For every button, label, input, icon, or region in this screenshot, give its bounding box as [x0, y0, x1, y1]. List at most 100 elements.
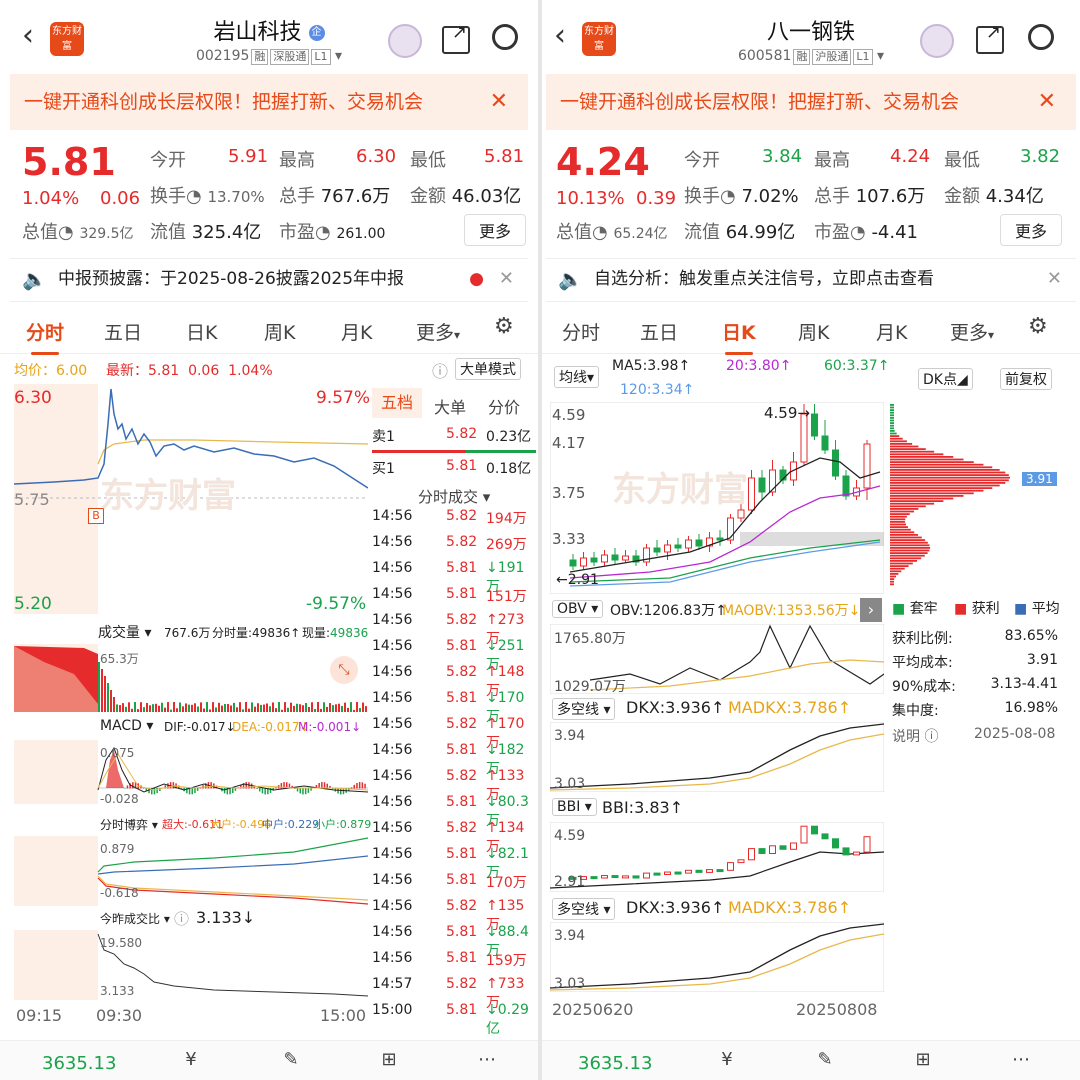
ratio-low: 3.133 [100, 984, 135, 998]
stat-value: 83.65% [1004, 628, 1058, 644]
apps-grid-icon[interactable]: ⊞ [915, 1049, 931, 1070]
search-icon[interactable] [1028, 24, 1054, 50]
ratio-title[interactable]: 今昨成交比 ▾ [100, 912, 170, 926]
tab-weekly-k[interactable]: 周K [798, 322, 830, 344]
avatar[interactable] [388, 24, 422, 58]
chip-bar [890, 474, 1009, 476]
trade-yen-icon[interactable]: ¥ [185, 1049, 197, 1070]
volume: 总手 767.6万 [279, 186, 391, 207]
tab-daily-k[interactable]: 日K [722, 318, 756, 355]
tab-price-dist[interactable]: 分价 [488, 398, 521, 417]
macd-bar [288, 783, 291, 789]
edit-icon[interactable]: ✎ [283, 1049, 299, 1070]
kline-chart[interactable] [550, 402, 884, 594]
volume-title[interactable]: 成交量 ▾ [98, 625, 152, 641]
bbi-candle [601, 875, 608, 879]
intraday-chart[interactable] [14, 384, 368, 614]
high-label: 最高 [279, 150, 315, 171]
more-dots-icon[interactable]: ⋯ [478, 1049, 496, 1070]
trades-title[interactable]: 分时成交 ▾ [418, 488, 491, 506]
notice-bar[interactable]: 🔈 中报预披露：于2025-08-26披露2025年中报 ● ✕ [10, 258, 528, 302]
adjust-button[interactable]: 前复权 [1000, 368, 1052, 390]
tab-more[interactable]: 更多▾ [950, 322, 995, 344]
watermark: 东方财富 [100, 476, 236, 516]
macd-bar [256, 788, 258, 789]
dkx2-selector[interactable]: 多空线 ▾ [552, 898, 616, 920]
macd-bar [164, 785, 166, 789]
settings-gear-icon[interactable]: ⚙ [1028, 314, 1048, 339]
more-button[interactable]: 更多 [464, 214, 527, 246]
float-cap: 流值 325.4亿 [150, 222, 262, 243]
tab-monthly-k[interactable]: 月K [876, 322, 908, 344]
candle [706, 537, 713, 547]
help-icon[interactable]: ⓘ [174, 910, 190, 928]
apps-grid-icon[interactable]: ⊞ [381, 1049, 397, 1070]
amount: 金额 46.03亿 [410, 186, 522, 207]
big-order-mode-button[interactable]: 大单模式 [455, 358, 521, 380]
bbi-candle [800, 825, 808, 844]
help-icon[interactable]: ⓘ [432, 362, 449, 381]
expand-chevron-icon[interactable]: › [860, 598, 882, 622]
index-value[interactable]: 3635.13 [578, 1053, 653, 1074]
tab-weekly-k[interactable]: 周K [264, 322, 296, 344]
tab-daily-k[interactable]: 日K [186, 322, 218, 344]
dk-point-button[interactable]: DK点◢ [918, 368, 973, 390]
promo-banner[interactable]: 一键开通科创成长层权限！把握打新、交易机会 ✕ [10, 74, 528, 130]
chip-bar [890, 492, 974, 495]
promo-banner[interactable]: 一键开通科创成长层权限！把握打新、交易机会 ✕ [546, 74, 1076, 130]
ma-selector[interactable]: 均线▾ [554, 366, 600, 388]
volume-bar [263, 704, 265, 712]
candle [832, 449, 839, 477]
search-icon[interactable] [492, 24, 518, 50]
close-icon[interactable]: ✕ [489, 89, 508, 114]
edit-icon[interactable]: ✎ [817, 1049, 833, 1070]
dkx-low: 3.03 [554, 776, 586, 792]
tab-order-book[interactable]: 五档 [372, 388, 422, 418]
volume-bar [260, 704, 262, 712]
volume-bar [158, 705, 160, 712]
macd-title[interactable]: MACD ▾ [100, 718, 154, 734]
buy-marker-icon[interactable]: B [88, 508, 104, 524]
tab-more[interactable]: 更多▾ [416, 322, 461, 344]
notice-bar[interactable]: 🔈 自选分析：触发重点关注信号，立即点击查看 ✕ [546, 258, 1076, 302]
k-y-axis-1: 4.59 [552, 406, 586, 424]
note-link[interactable]: 说明 ⓘ [892, 729, 939, 745]
tab-intraday[interactable]: 分时 [562, 322, 601, 344]
volume-bar [200, 702, 202, 712]
tab-5day[interactable]: 五日 [640, 322, 679, 344]
back-icon[interactable]: ‹ [554, 18, 566, 53]
tab-5day[interactable]: 五日 [104, 322, 143, 344]
tab-intraday[interactable]: 分时 [26, 318, 64, 355]
chip-bar [890, 437, 903, 440]
chip-bar [890, 508, 919, 510]
index-value[interactable]: 3635.13 [42, 1053, 117, 1074]
dkx-selector[interactable]: 多空线 ▾ [552, 698, 616, 720]
tab-monthly-k[interactable]: 月K [341, 322, 373, 344]
obv-selector[interactable]: OBV ▾ [552, 600, 604, 618]
ma60-value: 60:3.37↑ [824, 358, 890, 374]
chip-bar [890, 409, 894, 411]
volume-bar [308, 707, 310, 712]
chip-bar [890, 495, 964, 497]
game-low: -0.618 [100, 886, 139, 900]
tab-big-orders[interactable]: 大单 [434, 398, 467, 417]
avatar[interactable] [920, 24, 954, 58]
settings-gear-icon[interactable]: ⚙ [494, 314, 514, 339]
trade-yen-icon[interactable]: ¥ [721, 1049, 733, 1070]
expand-icon[interactable]: ⤡ [330, 656, 358, 684]
candle [811, 413, 818, 437]
back-icon[interactable]: ‹ [22, 18, 34, 53]
candle [769, 469, 776, 493]
close-icon[interactable]: ✕ [498, 268, 514, 289]
game-title[interactable]: 分时博弈 ▾ [100, 818, 158, 832]
volume-bar [347, 707, 349, 712]
more-dots-icon[interactable]: ⋯ [1012, 1049, 1030, 1070]
share-icon[interactable]: ↗ [976, 22, 1004, 54]
volume-bar [290, 702, 292, 712]
bbi-selector[interactable]: BBI ▾ [552, 798, 597, 816]
more-button[interactable]: 更多 [1000, 214, 1063, 246]
close-icon[interactable]: ✕ [1037, 89, 1056, 114]
share-icon[interactable]: ↗ [442, 22, 470, 54]
close-icon[interactable]: ✕ [1046, 268, 1062, 289]
date-axis-end: 20250808 [796, 1000, 878, 1019]
